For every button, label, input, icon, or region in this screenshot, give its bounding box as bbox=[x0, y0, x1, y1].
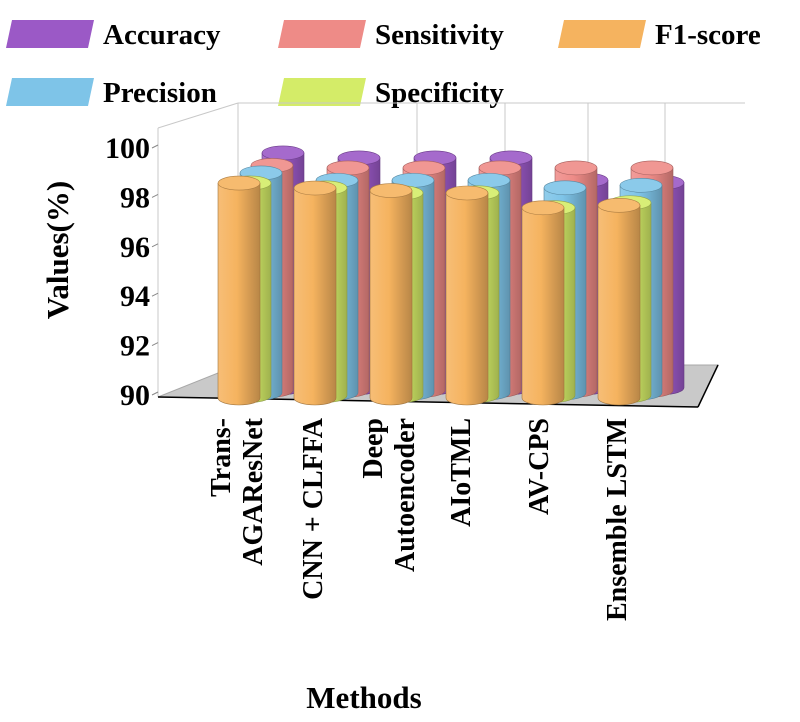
legend-label-precision: Precision bbox=[103, 77, 217, 109]
y-tick-label: 98 bbox=[120, 181, 150, 214]
y-tick-mark bbox=[151, 144, 159, 149]
category-label-6: Ensemble LSTM bbox=[602, 418, 633, 621]
category-label-5: AV-CPS bbox=[524, 418, 555, 515]
category-label-line: AV-CPS bbox=[524, 418, 555, 515]
legend-item-specificity: Specificity bbox=[278, 77, 504, 109]
category-label-line: AGAResNet bbox=[238, 417, 269, 565]
y-tick-label: 90 bbox=[120, 379, 150, 412]
bar-f1-score-5 bbox=[521, 200, 565, 406]
category-label-1: Trans- AGAResNet bbox=[206, 417, 269, 565]
y-tick-mark bbox=[151, 243, 159, 248]
y-tick-label: 96 bbox=[120, 231, 150, 264]
bars bbox=[217, 145, 685, 406]
y-axis-title: Values(%) bbox=[40, 181, 75, 319]
legend-item-sensitivity: Sensitivity bbox=[278, 19, 504, 51]
bar-f1-score-6 bbox=[597, 198, 641, 406]
category-labels: Trans- AGAResNet CNN + CLFFA Deep Autoencode… bbox=[206, 417, 633, 621]
y-tick-labels: 90 92 94 96 98 100 bbox=[105, 132, 159, 412]
x-axis-depth-line bbox=[697, 364, 719, 408]
y-tick-mark bbox=[151, 342, 159, 347]
legend-swatch-f1-score bbox=[558, 20, 646, 48]
category-label-line: Trans- bbox=[206, 418, 237, 497]
legend-label-f1-score: F1-score bbox=[655, 19, 761, 51]
legend-item-precision: Precision bbox=[6, 77, 217, 109]
legend-swatch-precision bbox=[6, 78, 94, 106]
y-tick-mark bbox=[151, 391, 159, 396]
side-wall-top-edge bbox=[157, 102, 239, 129]
category-label-4: AIoTML bbox=[446, 418, 477, 527]
category-label-line: Deep bbox=[358, 418, 389, 479]
category-label-line: Ensemble LSTM bbox=[602, 418, 633, 621]
legend-swatch-specificity bbox=[278, 78, 366, 106]
legend-label-specificity: Specificity bbox=[375, 77, 504, 109]
y-tick-mark bbox=[151, 193, 159, 198]
bar-f1-score-4 bbox=[445, 185, 489, 406]
bar-f1-score-3 bbox=[369, 183, 413, 406]
bar-f1-score-2 bbox=[293, 180, 337, 406]
legend-label-accuracy: Accuracy bbox=[103, 19, 221, 51]
legend: Accuracy Sensitivity F1-score Precision Spec… bbox=[6, 19, 761, 109]
y-tick-label: 92 bbox=[120, 330, 150, 363]
legend-item-accuracy: Accuracy bbox=[6, 19, 221, 51]
category-label-line: CNN + CLFFA bbox=[298, 417, 329, 600]
legend-label-sensitivity: Sensitivity bbox=[375, 19, 504, 51]
x-axis-title: Methods bbox=[306, 680, 421, 715]
y-tick-mark bbox=[151, 292, 159, 297]
legend-swatch-accuracy bbox=[6, 20, 94, 48]
y-tick-label: 100 bbox=[105, 132, 150, 165]
category-label-2: CNN + CLFFA bbox=[298, 417, 329, 600]
legend-item-f1-score: F1-score bbox=[558, 19, 761, 51]
bar-f1-score-1 bbox=[217, 175, 261, 406]
category-label-line: Autoencoder bbox=[390, 418, 421, 572]
category-label-line: AIoTML bbox=[446, 418, 477, 527]
legend-swatch-sensitivity bbox=[278, 20, 366, 48]
category-label-3: Deep Autoencoder bbox=[358, 418, 421, 572]
y-tick-label: 94 bbox=[120, 280, 150, 313]
